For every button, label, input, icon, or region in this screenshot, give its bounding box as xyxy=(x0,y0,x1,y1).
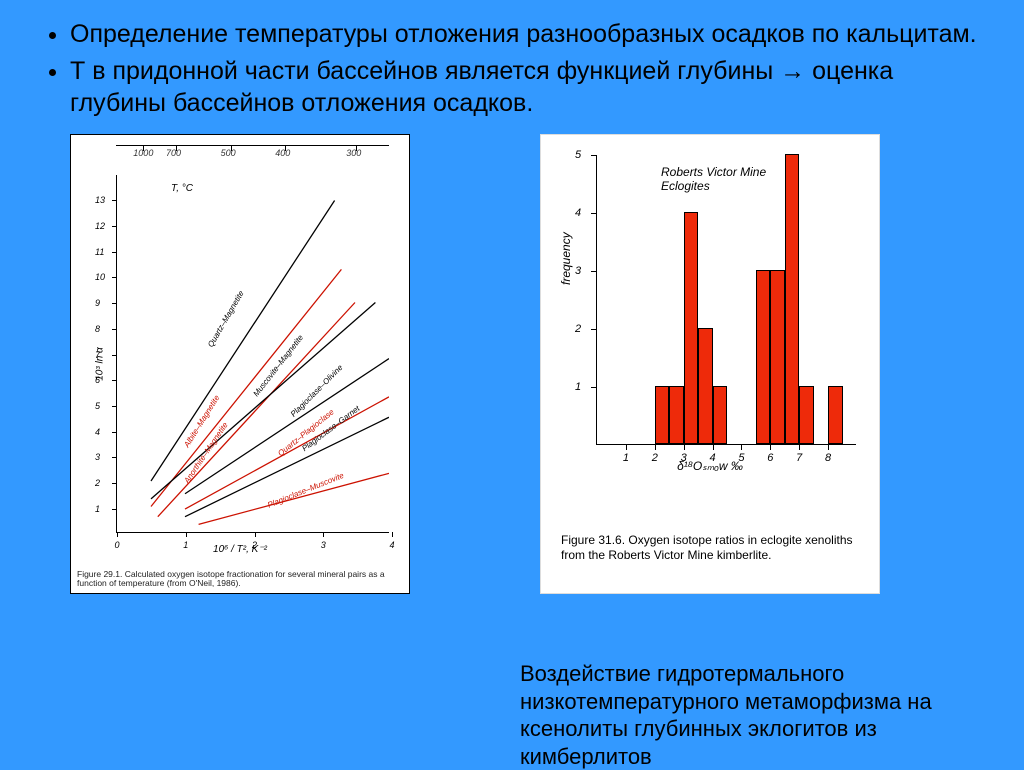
hist-annot: Roberts Victor Mine Eclogites xyxy=(661,165,766,194)
lines-svg xyxy=(117,175,389,532)
annot-line-2: Eclogites xyxy=(661,179,710,193)
right-caption: Figure 31.6. Oxygen isotope ratios in ec… xyxy=(561,533,859,563)
x-axis-title: 10⁶ / T², K⁻² xyxy=(71,544,409,555)
left-plot: 1234567891011121301234Quartz–MagnetiteAl… xyxy=(116,175,389,533)
bullet-2: Т в придонной части бассейнов является ф… xyxy=(70,55,984,120)
figures-row: 1000700500400300 T, °C 12345678910111213… xyxy=(0,134,1024,594)
annot-line-1: Roberts Victor Mine xyxy=(661,165,766,179)
hist-x-title: δ¹⁸Oₛₘₒw ‰ xyxy=(541,459,879,473)
right-plot: 1234512345678 xyxy=(596,155,856,445)
bullet-1: Определение температуры отложения разноо… xyxy=(70,18,984,51)
right-figure: 1234512345678 frequency δ¹⁸Oₛₘₒw ‰ Rober… xyxy=(540,134,880,594)
top-axis: 1000700500400300 xyxy=(116,145,389,175)
bottom-caption: Воздействие гидротермального низкотемпер… xyxy=(520,660,1000,770)
left-figure: 1000700500400300 T, °C 12345678910111213… xyxy=(70,134,410,594)
histogram-chart: 1234512345678 frequency δ¹⁸Oₛₘₒw ‰ Rober… xyxy=(540,134,880,594)
y-axis-title: 10³ ln α xyxy=(94,347,105,381)
left-caption: Figure 29.1. Calculated oxygen isotope f… xyxy=(77,570,403,589)
bullet-list: Определение температуры отложения разноо… xyxy=(0,0,1024,134)
fractionation-chart: 1000700500400300 T, °C 12345678910111213… xyxy=(70,134,410,594)
hist-y-title: frequency xyxy=(559,232,573,285)
